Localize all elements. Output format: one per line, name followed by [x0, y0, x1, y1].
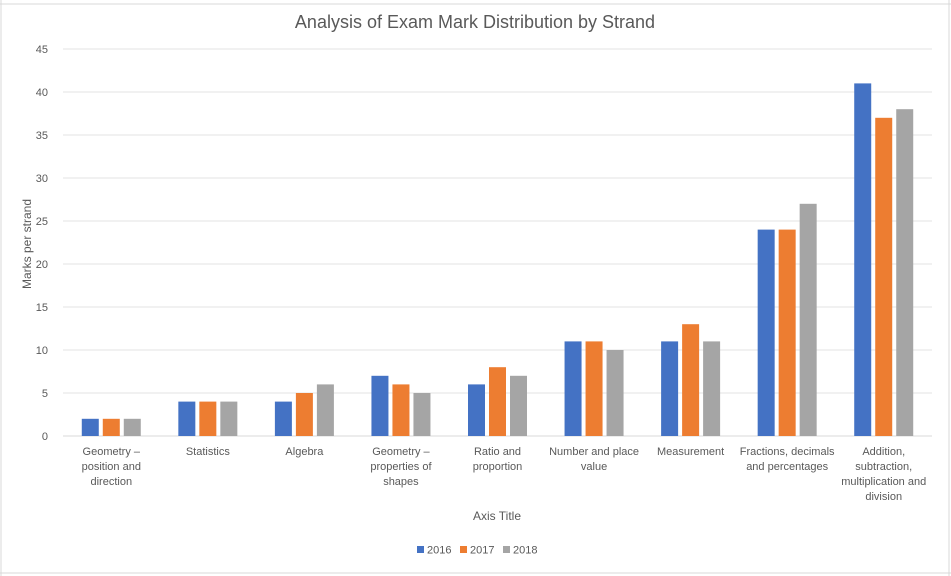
bar-2016-8 — [854, 83, 872, 437]
x-tick-label: Algebra — [285, 446, 324, 458]
bar-2017-4 — [489, 367, 506, 436]
x-tick-label: properties of — [370, 461, 432, 473]
x-tick-label: shapes — [383, 476, 419, 488]
bar-2017-8 — [875, 117, 893, 437]
x-tick-label: Number and place — [549, 446, 639, 458]
y-tick-label: 5 — [42, 388, 48, 400]
bar-2017-1 — [199, 401, 217, 436]
x-tick-label: Ratio and — [474, 446, 521, 458]
legend-label-2017: 2017 — [470, 545, 494, 557]
y-tick-label: 0 — [42, 431, 48, 443]
bar-2017-2 — [295, 393, 313, 436]
legend-label-2018: 2018 — [513, 545, 537, 557]
bar-2016-4 — [468, 384, 485, 436]
x-tick-label: and percentages — [746, 461, 828, 473]
bar-2016-1 — [178, 401, 196, 436]
y-tick-label: 40 — [36, 87, 48, 99]
bar-2016-2 — [274, 401, 292, 436]
legend-swatch-2018 — [503, 546, 510, 553]
bar-2018-5 — [606, 350, 624, 436]
bar-2016-7 — [757, 229, 775, 436]
x-tick-label: proportion — [473, 461, 523, 473]
bar-2018-7 — [799, 203, 817, 436]
y-tick-label: 45 — [36, 44, 48, 56]
bar-2018-8 — [896, 109, 914, 436]
bar-2018-4 — [510, 375, 527, 436]
x-axis-category-labels: Geometry – position and direction Statistic… — [82, 446, 927, 503]
chart-title: Analysis of Exam Mark Distribution by St… — [295, 12, 655, 32]
y-tick-label: 25 — [36, 216, 48, 228]
bar-2018-2 — [316, 384, 334, 436]
y-tick-label: 15 — [36, 302, 48, 314]
y-tick-label: 35 — [36, 130, 48, 142]
y-tick-label: 30 — [36, 173, 48, 185]
x-tick-label: Fractions, decimals — [740, 446, 835, 458]
bar-2016-6 — [661, 341, 679, 436]
bar-2017-6 — [682, 324, 700, 436]
bar-2017-7 — [778, 229, 796, 436]
legend-swatch-2017 — [460, 546, 467, 553]
x-tick-label: Geometry – — [372, 446, 430, 458]
x-axis-title: Axis Title — [473, 509, 521, 523]
x-tick-label: value — [581, 461, 607, 473]
legend-swatch-2016 — [417, 546, 424, 553]
y-tick-label: 10 — [36, 345, 48, 357]
bar-2018-0 — [123, 418, 141, 436]
bar-2016-0 — [81, 418, 99, 436]
bar-2016-3 — [371, 375, 389, 436]
x-tick-label: division — [865, 491, 902, 503]
x-tick-label: position and — [82, 461, 141, 473]
y-axis-tick-labels: 0 5 10 15 20 25 30 35 40 45 — [36, 44, 48, 443]
y-tick-label: 20 — [36, 259, 48, 271]
bar-2018-3 — [413, 393, 431, 436]
x-tick-label: Geometry – — [83, 446, 141, 458]
bar-series — [81, 83, 914, 437]
bar-2018-6 — [703, 341, 721, 436]
bar-2017-5 — [585, 341, 603, 436]
x-tick-label: Addition, — [862, 446, 905, 458]
x-tick-label: direction — [90, 476, 132, 488]
bar-2017-0 — [102, 418, 120, 436]
legend-label-2016: 2016 — [427, 545, 451, 557]
x-tick-label: subtraction, — [855, 461, 912, 473]
x-tick-label: multiplication and — [841, 476, 926, 488]
x-tick-label: Statistics — [186, 446, 231, 458]
legend: 2016 2017 2018 — [417, 545, 537, 557]
bar-2017-3 — [392, 384, 410, 436]
bar-2016-5 — [564, 341, 582, 436]
bar-2018-1 — [220, 401, 238, 436]
y-axis-title: Marks per strand — [20, 199, 34, 289]
x-tick-label: Measurement — [657, 446, 724, 458]
